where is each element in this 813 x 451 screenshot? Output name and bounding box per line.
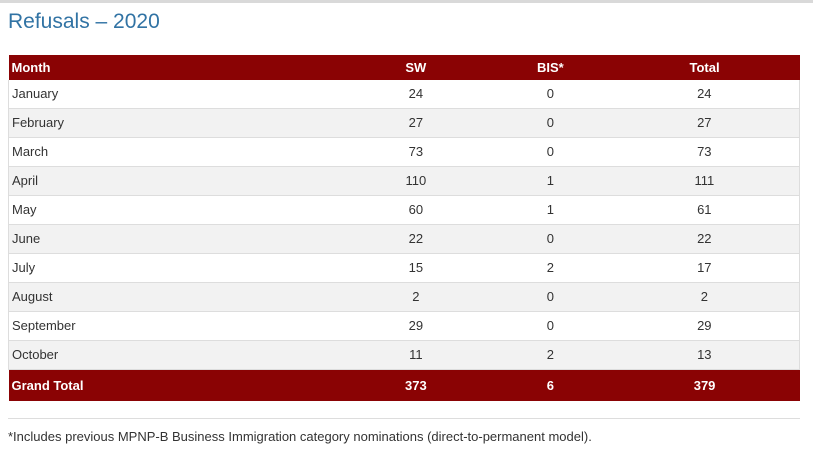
bottom-divider <box>8 418 800 419</box>
page-title: Refusals – 2020 <box>8 10 160 33</box>
bis-value-cell: 0 <box>491 224 610 254</box>
table-row: September 29 0 29 <box>7 311 800 341</box>
sw-value-cell: 27 <box>340 108 491 138</box>
month-cell: February <box>7 108 341 138</box>
bis-value-cell: 0 <box>491 80 610 109</box>
page-content: Refusals – 2020 Month SW BIS* Total Janu… <box>0 10 813 445</box>
month-cell: August <box>7 282 341 312</box>
table-row: July 15 2 17 <box>7 253 800 283</box>
grand-total-bis-value: 6 <box>491 369 610 401</box>
sw-value-cell: 11 <box>340 340 491 370</box>
table-row: March 73 0 73 <box>7 137 800 167</box>
bis-value-cell: 1 <box>491 195 610 225</box>
bis-value-cell: 2 <box>491 340 610 370</box>
sw-value-cell: 15 <box>340 253 491 283</box>
table-row: January 24 0 24 <box>7 80 800 109</box>
top-divider <box>0 0 813 3</box>
month-cell: March <box>7 137 341 167</box>
sw-value-cell: 22 <box>340 224 491 254</box>
table-row: June 22 0 22 <box>7 224 800 254</box>
table-row: April 110 1 111 <box>7 166 800 196</box>
total-value-cell: 61 <box>609 195 800 225</box>
grand-total-total-value: 379 <box>609 369 800 401</box>
grand-total-row: Grand Total 373 6 379 <box>8 369 800 401</box>
grand-total-sw-value: 373 <box>340 369 491 401</box>
total-value-cell: 111 <box>609 166 800 196</box>
sw-value-cell: 29 <box>340 311 491 341</box>
table-header-row: Month SW BIS* Total <box>8 55 800 80</box>
total-value-cell: 24 <box>609 80 800 109</box>
total-value-cell: 2 <box>609 282 800 312</box>
refusals-table: Month SW BIS* Total January 24 0 24 February… <box>7 55 800 401</box>
sw-value-cell: 24 <box>340 80 491 109</box>
total-value-cell: 13 <box>609 340 800 370</box>
sw-value-cell: 73 <box>340 137 491 167</box>
sw-value-cell: 2 <box>340 282 491 312</box>
month-cell: April <box>7 166 341 196</box>
column-header-total: Total <box>609 55 800 80</box>
bis-value-cell: 0 <box>491 108 610 138</box>
bis-value-cell: 0 <box>491 311 610 341</box>
table-row: May 60 1 61 <box>7 195 800 225</box>
column-header-bis: BIS* <box>491 55 610 80</box>
footnote: *Includes previous MPNP-B Business Immig… <box>8 429 592 444</box>
total-value-cell: 22 <box>609 224 800 254</box>
total-value-cell: 73 <box>609 137 800 167</box>
sw-value-cell: 110 <box>340 166 491 196</box>
column-header-month: Month <box>8 55 341 80</box>
table-row: October 11 2 13 <box>7 340 800 370</box>
month-cell: July <box>7 253 341 283</box>
month-cell: May <box>7 195 341 225</box>
month-cell: September <box>7 311 341 341</box>
grand-total-label: Grand Total <box>8 369 341 401</box>
bis-value-cell: 0 <box>491 282 610 312</box>
column-header-sw: SW <box>340 55 491 80</box>
table-body: January 24 0 24 February 27 0 27 March 73 0 73 April… <box>7 80 800 370</box>
table-row: August 2 0 2 <box>7 282 800 312</box>
month-cell: January <box>7 80 341 109</box>
month-cell: June <box>7 224 341 254</box>
bis-value-cell: 1 <box>491 166 610 196</box>
total-value-cell: 29 <box>609 311 800 341</box>
bis-value-cell: 0 <box>491 137 610 167</box>
sw-value-cell: 60 <box>340 195 491 225</box>
total-value-cell: 27 <box>609 108 800 138</box>
bis-value-cell: 2 <box>491 253 610 283</box>
month-cell: October <box>7 340 341 370</box>
table-row: February 27 0 27 <box>7 108 800 138</box>
total-value-cell: 17 <box>609 253 800 283</box>
